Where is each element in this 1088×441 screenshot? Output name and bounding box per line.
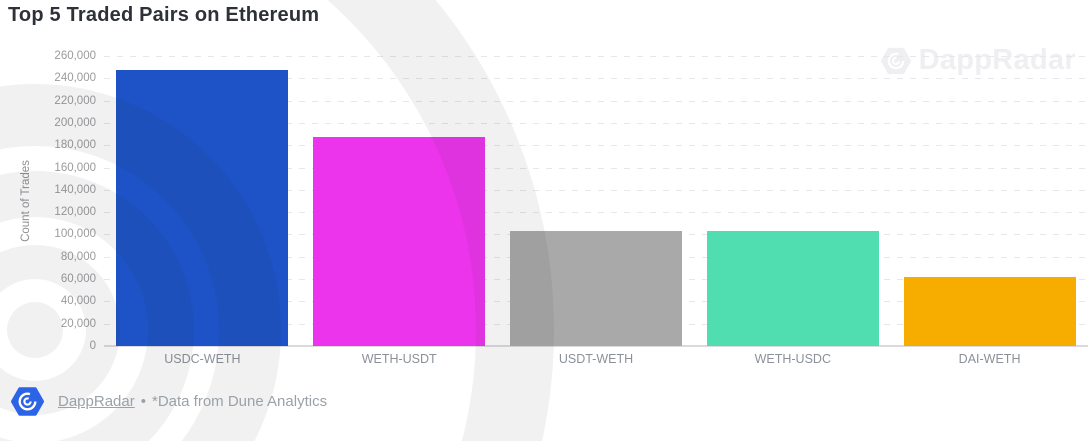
y-tick-label: 80,000 bbox=[60, 250, 96, 263]
y-tick-label: 140,000 bbox=[54, 183, 96, 196]
dappradar-link[interactable]: DappRadar bbox=[58, 393, 135, 410]
y-axis-ticks: 0 20,000 40,000 60,000 80,000 100,000 120,000 1… bbox=[0, 50, 96, 352]
y-tick-label: 220,000 bbox=[54, 94, 96, 107]
chart-title: Top 5 Traded Pairs on Ethereum bbox=[8, 4, 320, 26]
dappradar-logo-icon bbox=[880, 47, 911, 74]
footer: DappRadar • *Data from Dune Analytics bbox=[10, 384, 327, 419]
brand-watermark-text: DappRadar bbox=[918, 44, 1076, 76]
y-tick-label: 40,000 bbox=[60, 295, 96, 308]
y-tick-label: 120,000 bbox=[54, 206, 96, 219]
x-tick-label: USDC-WETH bbox=[164, 352, 241, 366]
x-tick-label: DAI-WETH bbox=[958, 352, 1021, 366]
gridline bbox=[104, 212, 1088, 214]
dappradar-logo-icon bbox=[10, 387, 45, 416]
y-tick-label: 160,000 bbox=[54, 161, 96, 174]
bar-weth-usdt bbox=[313, 137, 486, 346]
bar-weth-usdc bbox=[706, 231, 879, 346]
plot-area: USDC-WETH WETH-USDT USDT-WETH WETH-USDC DAI-… bbox=[104, 56, 1088, 366]
gridline bbox=[104, 145, 1088, 147]
gridline bbox=[104, 78, 1088, 80]
y-tick-label: 20,000 bbox=[60, 317, 96, 330]
bar-usdc-weth bbox=[116, 69, 289, 346]
gridline bbox=[104, 56, 1088, 57]
bar-dai-weth bbox=[903, 276, 1076, 346]
footer-text: DappRadar • *Data from Dune Analytics bbox=[58, 393, 327, 410]
gridline bbox=[104, 167, 1088, 169]
y-tick-label: 0 bbox=[89, 340, 96, 352]
y-tick-label: 260,000 bbox=[54, 50, 96, 62]
bar-usdt-weth bbox=[510, 230, 682, 346]
footer-note: *Data from Dune Analytics bbox=[151, 393, 328, 410]
x-tick-label: WETH-USDT bbox=[361, 352, 437, 366]
y-tick-label: 180,000 bbox=[54, 139, 96, 152]
y-tick-label: 240,000 bbox=[54, 72, 96, 85]
x-tick-label: USDT-WETH bbox=[558, 352, 634, 366]
footer-separator: • bbox=[140, 393, 146, 410]
y-tick-label: 200,000 bbox=[54, 116, 96, 129]
y-tick-label: 60,000 bbox=[60, 273, 96, 286]
x-axis-line bbox=[104, 345, 1088, 347]
gridline bbox=[104, 122, 1088, 124]
gridline bbox=[104, 100, 1088, 102]
y-tick-label: 100,000 bbox=[54, 228, 96, 241]
x-tick-label: WETH-USDC bbox=[754, 352, 831, 366]
brand-watermark: DappRadar bbox=[880, 44, 1076, 77]
gridline bbox=[104, 189, 1088, 191]
